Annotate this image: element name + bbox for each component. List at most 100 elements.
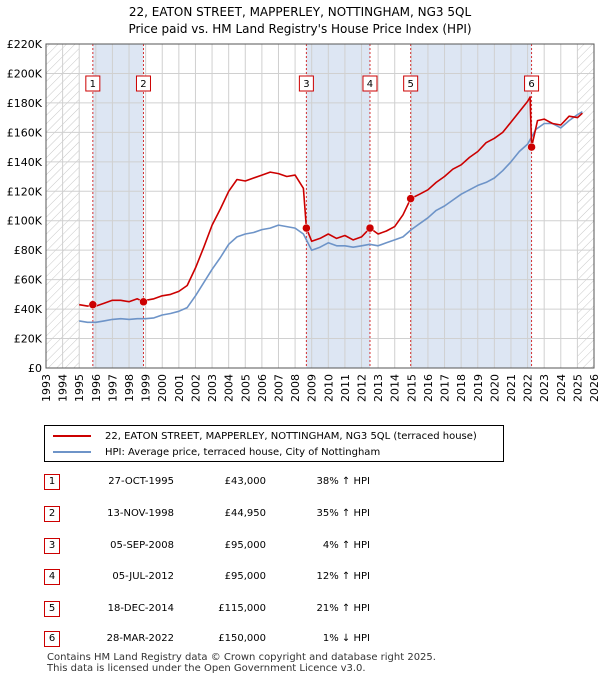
x-tick-label: 2009 <box>306 374 319 402</box>
transaction-number-badge: 2 <box>44 506 60 522</box>
chart-title-line2: Price paid vs. HM Land Registry's House … <box>128 22 472 36</box>
legend-swatch-hpi <box>53 451 91 453</box>
sale-1-point <box>88 300 98 309</box>
table-row: 1 27-OCT-1995 £43,000 38% ↑ HPI <box>0 474 600 494</box>
transaction-date: 05-SEP-2008 <box>110 540 174 551</box>
x-tick-label: 1995 <box>73 374 86 402</box>
y-tick-label: £180K <box>7 97 43 110</box>
sale-6-point <box>527 142 536 152</box>
sale-6-label-box <box>524 75 540 92</box>
transaction-date: 28-MAR-2022 <box>106 633 174 644</box>
x-tick-label: 2017 <box>439 374 452 402</box>
x-tick-label: 2024 <box>555 374 568 402</box>
sale-4-point <box>365 223 375 233</box>
chart-legend: 22, EATON STREET, MAPPERLEY, NOTTINGHAM,… <box>44 425 504 462</box>
x-tick-label: 2001 <box>173 374 186 402</box>
x-tick-label: 2012 <box>356 374 369 402</box>
property-price-line <box>79 96 583 307</box>
sale-2-label: 2 <box>140 79 146 90</box>
x-tick-label: 2022 <box>522 374 535 402</box>
transaction-date: 18-DEC-2014 <box>107 603 174 614</box>
x-tick-label: 2008 <box>289 374 302 402</box>
sale-4-label: 4 <box>367 79 373 90</box>
x-tick-label: 2023 <box>538 374 551 402</box>
transaction-price: £95,000 <box>224 571 266 582</box>
transaction-hpi-diff: 21% ↑ HPI <box>316 603 370 614</box>
transaction-hpi-diff: 1% ↓ HPI <box>322 633 370 644</box>
sale-5-label: 5 <box>407 79 413 90</box>
transaction-price: £95,000 <box>224 540 266 551</box>
x-tick-label: 2010 <box>322 374 335 402</box>
transaction-hpi-diff: 12% ↑ HPI <box>316 571 370 582</box>
sale-3-label: 3 <box>303 79 309 90</box>
sale-1-label: 1 <box>90 79 96 90</box>
shaded-period-3 <box>410 44 532 368</box>
sale-2-label-box <box>135 75 151 92</box>
sale-5-label-box <box>403 75 419 92</box>
price-chart: 1 2 3 4 5 6 £0 £20K £40K £60K £80K £100K £120K £140K… <box>7 38 600 402</box>
sale-3-point <box>302 223 311 233</box>
x-tick-label: 2019 <box>472 374 485 402</box>
sale-4-label-box <box>362 75 378 92</box>
y-tick-label: £200K <box>7 67 43 80</box>
table-row: 2 13-NOV-1998 £44,950 35% ↑ HPI <box>0 506 600 526</box>
sale-1-label-box <box>85 75 101 92</box>
hatched-region-2 <box>577 44 594 368</box>
transaction-hpi-diff: 38% ↑ HPI <box>316 476 370 487</box>
y-tick-label: £80K <box>14 244 43 257</box>
legend-item-hpi: HPI: Average price, terraced house, City… <box>53 445 380 459</box>
x-tick-label: 2006 <box>256 374 269 402</box>
x-tick-label: 2007 <box>272 374 285 402</box>
x-tick-label: 2014 <box>389 374 402 402</box>
sale-2-point <box>139 297 148 307</box>
transaction-number-badge: 4 <box>44 569 60 585</box>
sale-3-label-box <box>298 75 314 92</box>
y-tick-label: £0 <box>28 362 42 375</box>
y-tick-label: £220K <box>7 38 43 51</box>
transaction-number-badge: 6 <box>44 631 60 647</box>
legend-swatch-property <box>53 435 91 437</box>
y-tick-label: £60K <box>14 274 43 287</box>
table-row: 4 05-JUL-2012 £95,000 12% ↑ HPI <box>0 569 600 589</box>
footer: Contains HM Land Registry data © Crown c… <box>47 652 436 674</box>
transaction-hpi-diff: 4% ↑ HPI <box>322 540 370 551</box>
transaction-number-badge: 1 <box>44 474 60 490</box>
transaction-price: £150,000 <box>218 633 266 644</box>
legend-label-hpi: HPI: Average price, terraced house, City… <box>105 446 381 458</box>
sale-5-point <box>406 194 415 203</box>
hpi-line <box>79 111 583 324</box>
y-tick-label: £40K <box>14 303 43 316</box>
x-tick-label: 2021 <box>505 374 518 402</box>
transaction-price: £115,000 <box>218 603 266 614</box>
x-tick-label: 2020 <box>488 374 501 402</box>
x-tick-label: 2025 <box>571 374 584 402</box>
transaction-date: 27-OCT-1995 <box>108 476 174 487</box>
y-tick-label: £140K <box>7 156 43 169</box>
y-tick-label: £120K <box>7 185 43 198</box>
x-tick-label: 2013 <box>372 374 385 402</box>
x-tick-label: 2002 <box>189 374 202 402</box>
x-tick-label: 1994 <box>57 374 70 402</box>
sale-6-label: 6 <box>528 79 534 90</box>
transaction-price: £43,000 <box>224 476 266 487</box>
y-tick-label: £20K <box>14 333 43 346</box>
x-tick-label: 2018 <box>455 374 468 402</box>
footer-license: This data is licensed under the Open Gov… <box>47 663 366 674</box>
y-tick-label: £100K <box>7 215 43 228</box>
x-tick-label: 2000 <box>156 374 169 402</box>
x-tick-label: 1993 <box>40 374 53 402</box>
legend-label-property: 22, EATON STREET, MAPPERLEY, NOTTINGHAM,… <box>105 430 477 442</box>
transaction-hpi-diff: 35% ↑ HPI <box>316 508 370 519</box>
x-tick-label: 2016 <box>422 374 435 402</box>
x-tick-label: 2026 <box>588 374 600 402</box>
x-tick-label: 1997 <box>106 374 119 402</box>
transaction-number-badge: 5 <box>44 601 60 617</box>
transaction-date: 13-NOV-1998 <box>107 508 174 519</box>
shaded-period-1 <box>92 44 144 368</box>
footer-copyright: Contains HM Land Registry data © Crown c… <box>47 652 436 663</box>
x-tick-label: 1998 <box>123 374 136 402</box>
x-tick-label: 2005 <box>239 374 252 402</box>
x-tick-label: 2011 <box>339 374 352 402</box>
plot-frame <box>45 43 595 369</box>
transaction-price: £44,950 <box>224 508 266 519</box>
